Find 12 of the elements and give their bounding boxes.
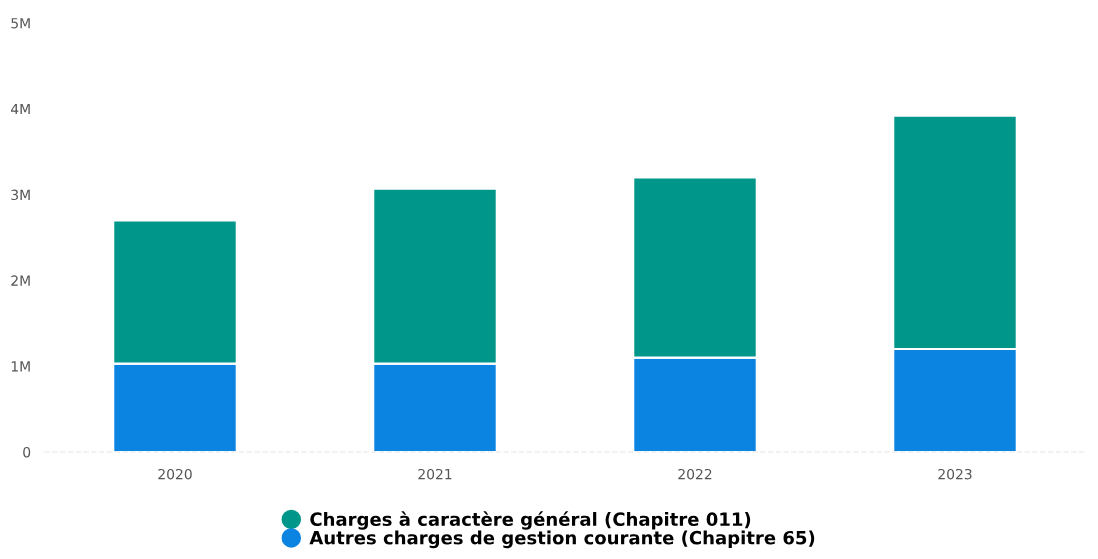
y-tick-label: 2M (11, 275, 30, 286)
legend-label: Autres charges de gestion courante (Chapitre 65) (309, 530, 815, 549)
x-tick-label: 2021 (418, 468, 452, 480)
y-tick-label: 4M (10, 103, 30, 115)
x-tick-label: 2022 (678, 468, 712, 480)
legend-label: Charges à caractère général (Chapitre 011) (310, 511, 751, 530)
y-tick-label: 5M (11, 18, 30, 29)
y-tick-label: 3M (11, 189, 30, 201)
y-tick-label: 0 (23, 446, 31, 458)
x-tick-label: 2020 (158, 468, 192, 480)
x-tick-label: 2023 (938, 468, 972, 480)
y-tick-label: 1M (11, 361, 30, 372)
